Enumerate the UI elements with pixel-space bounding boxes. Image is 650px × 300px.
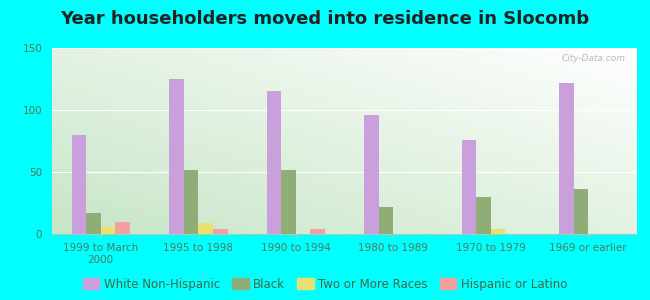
Bar [491,229,506,234]
Bar [116,222,130,234]
Bar [311,229,325,234]
Bar [213,229,228,234]
Bar [86,213,101,234]
Bar [266,92,281,234]
Bar [364,115,378,234]
Bar [281,169,296,234]
Bar [72,135,86,234]
Bar [462,140,476,234]
Legend: White Non-Hispanic, Black, Two or More Races, Hispanic or Latino: White Non-Hispanic, Black, Two or More R… [83,278,567,291]
Bar [198,223,213,234]
Bar [169,79,183,234]
Text: Year householders moved into residence in Slocomb: Year householders moved into residence i… [60,11,590,28]
Bar [559,83,573,234]
Text: City-Data.com: City-Data.com [562,54,625,63]
Bar [101,226,116,234]
Bar [573,189,588,234]
Bar [476,197,491,234]
Bar [378,207,393,234]
Bar [183,169,198,234]
